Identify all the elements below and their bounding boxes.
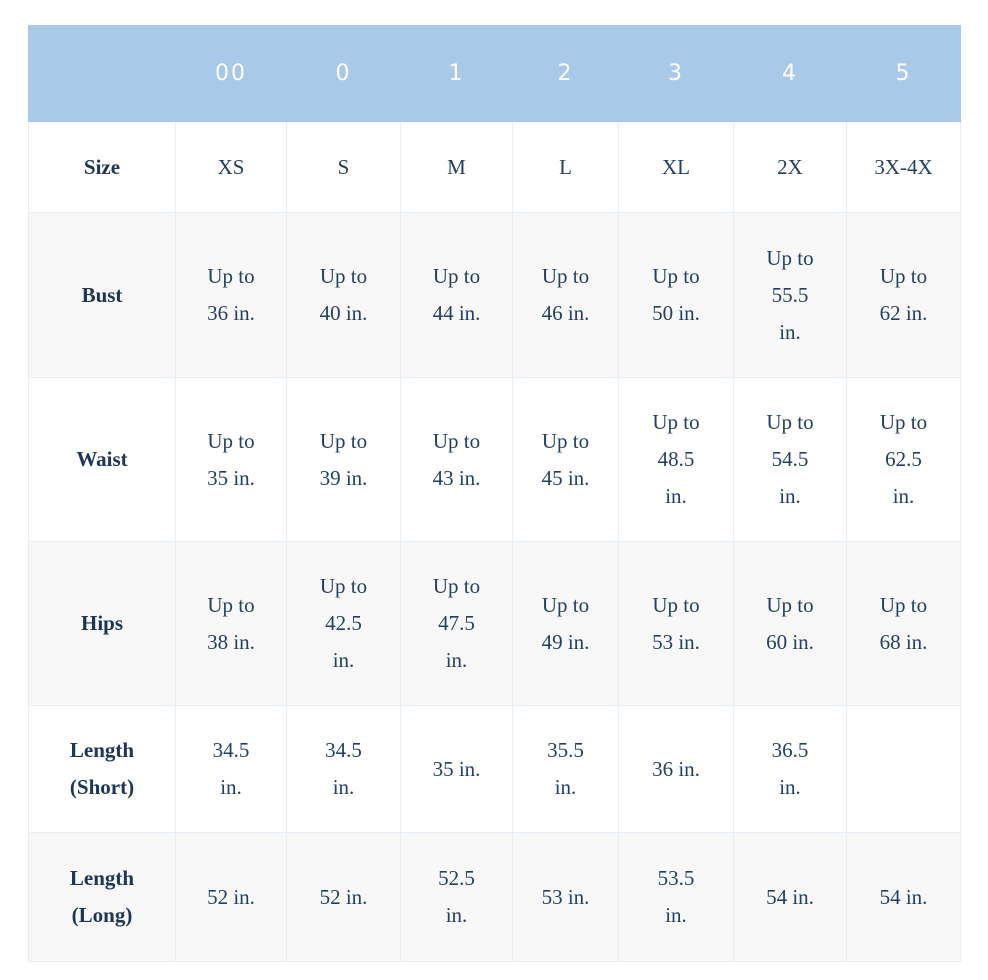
table-cell: Up to 40 in. [286,212,401,378]
table-cell: 53.5 in. [618,832,734,962]
header-size-number: 3 [618,25,734,122]
table-cell: Up to 50 in. [618,212,734,378]
table-cell: Up to 60 in. [733,541,847,706]
table-cell: Up to 44 in. [400,212,513,378]
table-cell [846,705,961,833]
table-cell: 2X [733,121,847,213]
row-label: Bust [28,212,176,378]
table-row: Hips Up to 38 in. Up to 42.5 in. Up to 47.5… [28,541,961,706]
row-label: Waist [28,377,176,542]
table-cell: XL [618,121,734,213]
table-cell: 35.5 in. [512,705,619,833]
table-cell: 53 in. [512,832,619,962]
row-label: Size [28,121,176,213]
table-cell: 3X-4X [846,121,961,213]
table-cell: L [512,121,619,213]
table-cell: Up to 47.5 in. [400,541,513,706]
table-row: Bust Up to 36 in. Up to 40 in. Up to 44 in.… [28,212,961,378]
row-label: Length (Long) [28,832,176,962]
table-cell: Up to 62 in. [846,212,961,378]
header-row: 00 0 1 2 3 4 5 [28,25,961,122]
table-row: Waist Up to 35 in. Up to 39 in. Up to 43 in… [28,377,961,542]
table-cell: Up to 48.5 in. [618,377,734,542]
header-size-number: 0 [286,25,401,122]
header-size-number: 5 [846,25,961,122]
header-size-number: 00 [175,25,287,122]
table-cell: Up to 35 in. [175,377,287,542]
table-cell: XS [175,121,287,213]
row-label: Length (Short) [28,705,176,833]
table-cell: 34.5 in. [175,705,287,833]
table-cell: 34.5 in. [286,705,401,833]
table-cell: 36 in. [618,705,734,833]
header-size-number: 2 [512,25,619,122]
header-size-number: 1 [400,25,513,122]
table-row: Length (Long) 52 in. 52 in. 52.5 in. 53 in. 5… [28,832,961,962]
row-label: Hips [28,541,176,706]
table-cell: 52.5 in. [400,832,513,962]
table-cell: Up to 43 in. [400,377,513,542]
table-cell: Up to 39 in. [286,377,401,542]
table-cell: Up to 54.5 in. [733,377,847,542]
table-cell: Up to 49 in. [512,541,619,706]
table-cell: 54 in. [733,832,847,962]
table-cell: Up to 45 in. [512,377,619,542]
table-cell: Up to 62.5 in. [846,377,961,542]
table-cell: Up to 68 in. [846,541,961,706]
table-cell: Up to 55.5 in. [733,212,847,378]
size-chart-table: 00 0 1 2 3 4 5 Size XS S M L XL 2X 3X-4X Bust Up to 36 … [28,25,961,962]
table-cell: M [400,121,513,213]
table-cell: Up to 46 in. [512,212,619,378]
header-size-number: 4 [733,25,847,122]
table-cell: 36.5 in. [733,705,847,833]
header-corner [28,25,176,122]
table-cell: Up to 53 in. [618,541,734,706]
table-cell: 52 in. [286,832,401,962]
table-body: Size XS S M L XL 2X 3X-4X Bust Up to 36 in. Up to … [28,121,961,962]
table-cell: 35 in. [400,705,513,833]
table-cell: 52 in. [175,832,287,962]
table-row: Size XS S M L XL 2X 3X-4X [28,121,961,213]
table-cell: 54 in. [846,832,961,962]
table-cell: Up to 36 in. [175,212,287,378]
table-cell: S [286,121,401,213]
table-row: Length (Short) 34.5 in. 34.5 in. 35 in. 35.5… [28,705,961,833]
table-cell: Up to 42.5 in. [286,541,401,706]
table-cell: Up to 38 in. [175,541,287,706]
